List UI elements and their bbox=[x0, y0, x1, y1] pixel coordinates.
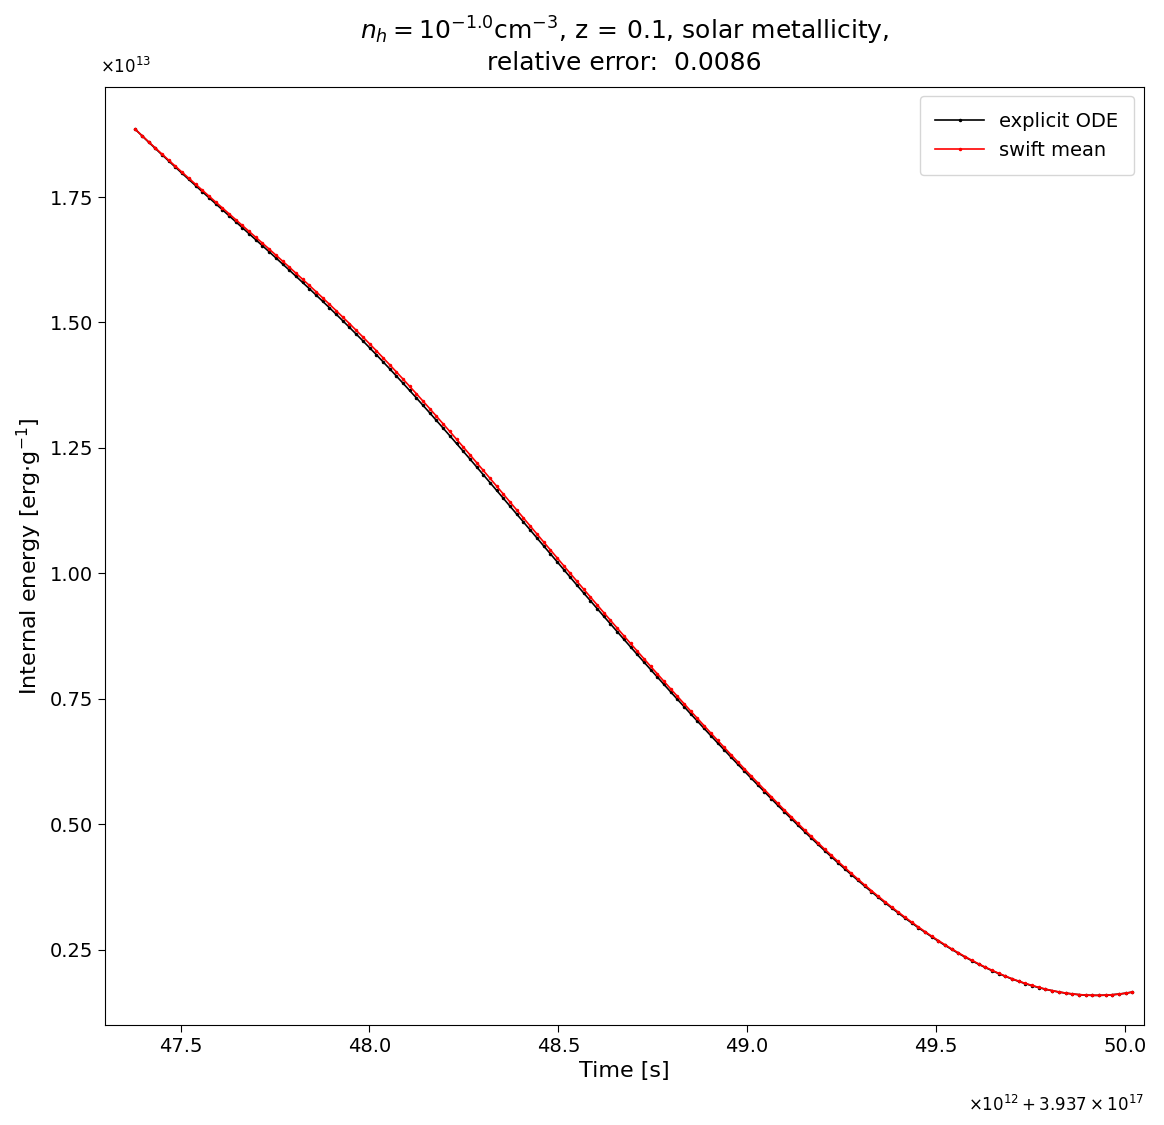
swift mean bbox=[651, 667, 665, 681]
swift mean bbox=[690, 712, 704, 726]
swift mean bbox=[1126, 986, 1140, 999]
swift mean bbox=[523, 519, 537, 532]
Text: $\times10^{13}$: $\times10^{13}$ bbox=[100, 57, 151, 78]
Line: explicit ODE: explicit ODE bbox=[133, 127, 1135, 998]
explicit ODE bbox=[456, 444, 470, 458]
explicit ODE bbox=[690, 714, 704, 728]
swift mean bbox=[817, 843, 831, 856]
Text: $\times10^{12}+3.937\times10^{17}$: $\times10^{12}+3.937\times10^{17}$ bbox=[967, 1096, 1144, 1115]
Line: swift mean: swift mean bbox=[133, 127, 1135, 998]
Y-axis label: Internal energy [erg$\cdot$g$^{-1}$]: Internal energy [erg$\cdot$g$^{-1}$] bbox=[15, 417, 44, 694]
Legend: explicit ODE, swift mean: explicit ODE, swift mean bbox=[920, 97, 1134, 176]
explicit ODE bbox=[651, 670, 665, 684]
explicit ODE bbox=[128, 123, 142, 136]
swift mean bbox=[951, 946, 965, 960]
explicit ODE bbox=[1092, 989, 1106, 1002]
explicit ODE bbox=[523, 523, 537, 537]
swift mean bbox=[128, 123, 142, 136]
swift mean bbox=[456, 440, 470, 453]
swift mean bbox=[1092, 989, 1106, 1002]
explicit ODE bbox=[817, 844, 831, 857]
explicit ODE bbox=[951, 946, 965, 960]
Title: $n_h = 10^{-1.0}\mathrm{cm}^{-3}$, z$\,=\,$0.1, solar metallicity,
relative erro: $n_h = 10^{-1.0}\mathrm{cm}^{-3}$, z$\,=… bbox=[360, 15, 889, 75]
X-axis label: Time [s]: Time [s] bbox=[580, 1061, 669, 1081]
explicit ODE bbox=[1126, 986, 1140, 999]
